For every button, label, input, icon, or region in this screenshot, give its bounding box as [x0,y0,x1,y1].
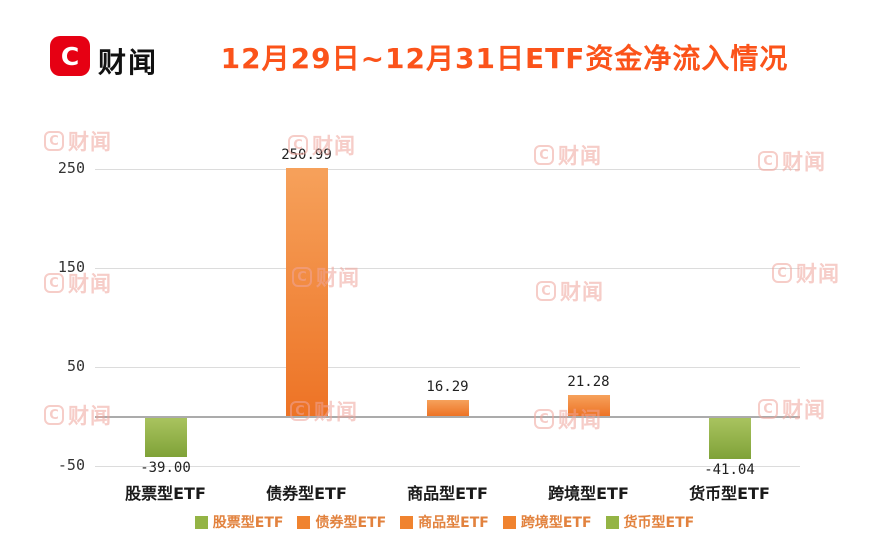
bar-股票型ETF [144,418,187,457]
legend-item: 商品型ETF [400,512,489,532]
watermark-text: 财闻 [558,144,602,168]
x-axis-category-label: 商品型ETF [407,484,488,503]
caiwen-logo-icon: C [50,36,90,76]
x-axis-category-label: 股票型ETF [125,484,206,503]
x-axis-category-label: 跨境型ETF [548,484,629,503]
watermark-logo-icon: C [772,263,792,283]
y-axis-tick-label: 250 [57,158,85,177]
y-axis-tick-label: -50 [57,455,85,474]
watermark-text: 财闻 [796,262,840,286]
bar-跨境型ETF [567,394,610,416]
bar-value-label: 16.29 [426,378,469,395]
bar-value-label: -39.00 [140,459,191,476]
watermark-logo: C 财闻 [536,276,604,306]
chart-legend: 股票型ETF 债券型ETF 商品型ETF 跨境型ETF 货币型ETF [0,512,889,532]
legend-swatch-icon [297,515,311,529]
bar-商品型ETF [426,399,469,416]
watermark-logo: C 财闻 [758,394,826,424]
bar-value-label: 250.99 [281,146,332,163]
legend-label: 债券型ETF [315,515,387,531]
legend-label: 商品型ETF [418,515,489,531]
x-axis-category-label: 债券型ETF [266,484,347,503]
y-axis-tick-label: 150 [57,257,85,276]
x-axis-line [95,416,800,418]
watermark-text: 财闻 [782,150,826,174]
page-title: 12月29日~12月31日ETF资金净流入情况 [220,42,789,75]
legend-label: 跨境型ETF [520,515,592,531]
bar-货币型ETF [708,418,751,459]
legend-swatch-icon [605,515,619,529]
y-axis-tick-label: 50 [66,356,85,375]
watermark-text: 财闻 [782,398,826,422]
watermark-logo: C 财闻 [44,400,112,430]
logo-c-glyph: C [60,41,80,71]
bar-value-label: -41.04 [704,461,755,478]
legend-item: 股票型ETF [194,512,284,532]
legend-item: 债券型ETF [297,512,386,532]
legend-item: 货币型ETF [605,512,695,532]
legend-item: 跨境型ETF [502,512,592,532]
legend-label: 货币型ETF [623,515,695,531]
watermark-logo: C 财闻 [772,258,840,288]
watermark-logo: C 财闻 [534,140,602,170]
gridline [95,168,800,170]
watermark-logo-icon: C [44,273,64,293]
watermark-text: 财闻 [560,280,604,304]
watermark-logo: C 财闻 [44,126,112,156]
legend-label: 股票型ETF [212,515,284,531]
gridline [95,366,800,368]
bar-债券型ETF [285,167,328,416]
legend-swatch-icon [400,515,414,529]
gridline [95,267,800,269]
watermark-text: 财闻 [68,130,112,154]
gridline [95,465,800,467]
watermark-logo-icon: C [536,281,556,301]
watermark-text: 财闻 [68,404,112,428]
legend-swatch-icon [502,515,516,529]
watermark-logo-icon: C [534,409,554,429]
brand-name: 财闻 [98,46,159,79]
legend-swatch-icon [194,515,208,529]
watermark-logo-icon: C [44,131,64,151]
watermark-logo-icon: C [44,405,64,425]
watermark-logo: C 财闻 [758,146,826,176]
bar-value-label: 21.28 [567,373,610,390]
watermark-logo-icon: C [534,145,554,165]
x-axis-category-label: 货币型ETF [689,484,770,503]
